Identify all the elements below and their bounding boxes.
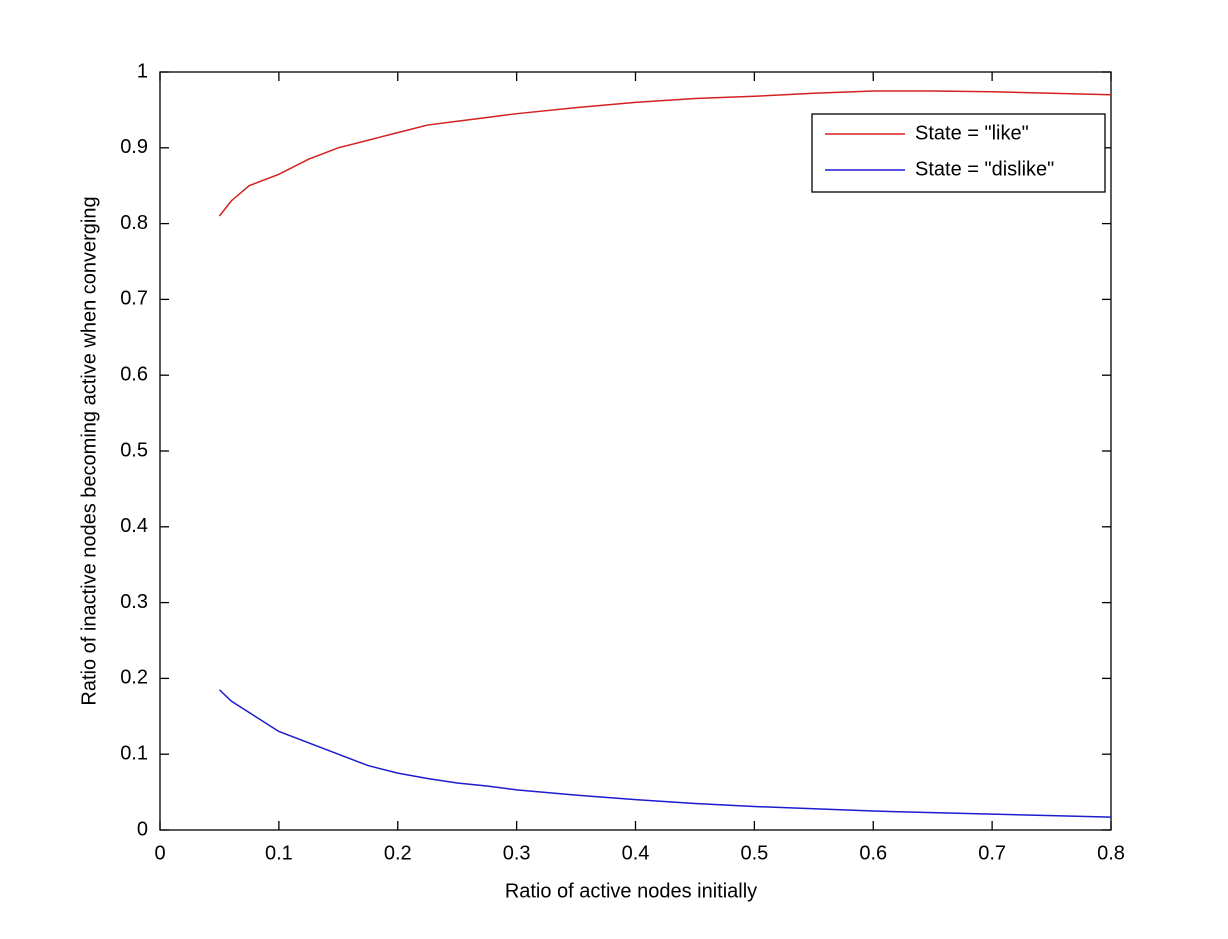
x-tick-label: 0.1 [265, 842, 293, 864]
y-tick-label: 0.2 [120, 667, 148, 689]
x-tick-label: 0.8 [1097, 842, 1125, 864]
data-line [218, 90, 1112, 217]
y-tick-label: 0.5 [120, 439, 148, 461]
x-tick-label: 0 [154, 842, 165, 864]
x-tick-label: 0.2 [384, 842, 412, 864]
y-tick-label: 0.6 [120, 363, 148, 385]
x-axis-label: Ratio of active nodes initially [505, 880, 757, 902]
x-tick-label: 0.5 [740, 842, 768, 864]
y-tick-label: 1 [137, 60, 148, 82]
y-tick-label: 0.4 [120, 515, 148, 537]
y-tick-label: 0.9 [120, 136, 148, 158]
x-tick-label: 0.6 [859, 842, 887, 864]
x-tick-label: 0.3 [503, 842, 531, 864]
legend-box [811, 113, 1106, 193]
y-tick-label: 0.3 [120, 591, 148, 613]
y-axis-label: Ratio of inactive nodes becoming active … [78, 196, 100, 705]
y-tick-label: 0.7 [120, 288, 148, 310]
y-tick-label: 0.8 [120, 212, 148, 234]
x-tick-label: 0.4 [622, 842, 650, 864]
data-line [218, 689, 1112, 818]
y-tick-label: 0 [137, 818, 148, 840]
legend-label: State = "dislike" [915, 158, 1054, 180]
legend-label: State = "like" [915, 122, 1029, 144]
y-tick-label: 0.1 [120, 742, 148, 764]
x-tick-label: 0.7 [978, 842, 1006, 864]
